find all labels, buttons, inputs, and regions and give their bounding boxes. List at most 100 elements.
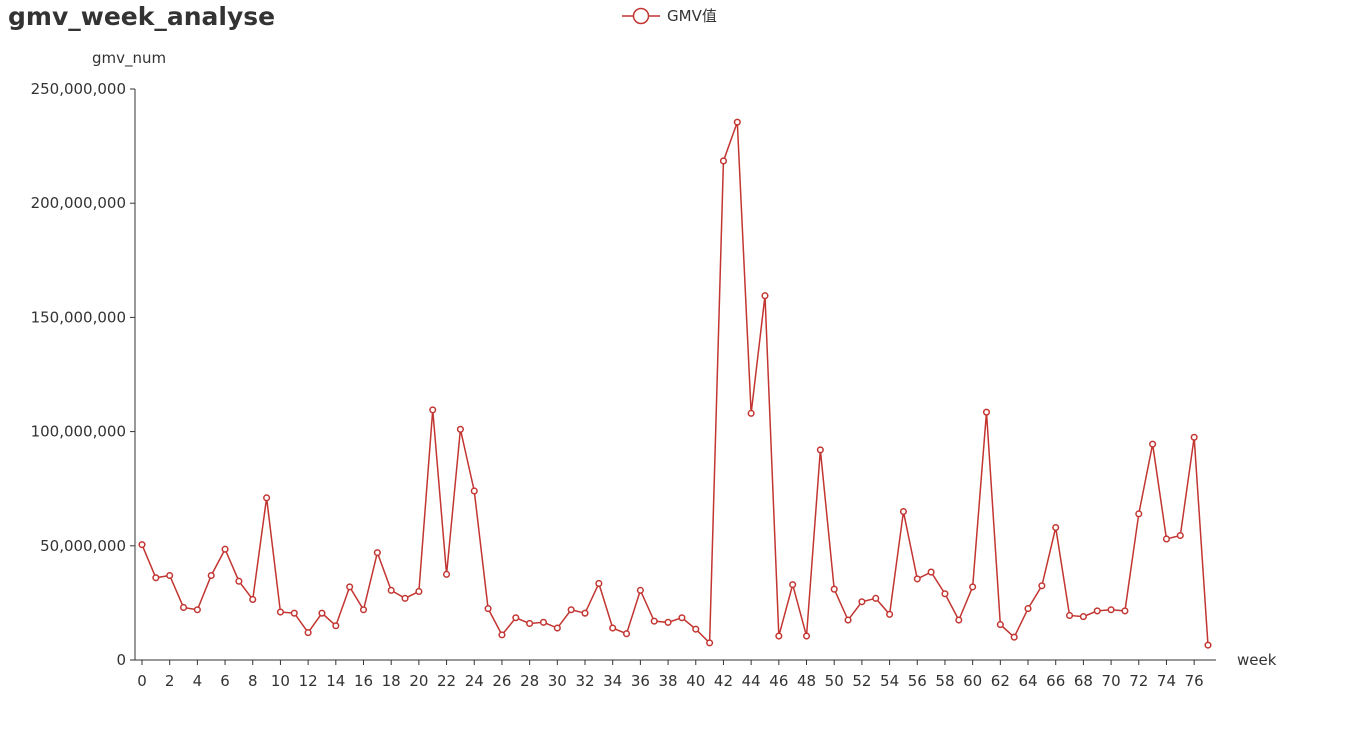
data-point[interactable] [595, 579, 603, 588]
data-point[interactable] [387, 586, 395, 594]
data-point[interactable] [346, 583, 354, 591]
y-tick-label: 150,000,000 [31, 308, 126, 326]
data-point[interactable] [1038, 582, 1046, 590]
data-point[interactable] [1121, 607, 1129, 615]
data-point[interactable] [927, 568, 935, 576]
y-tick-label: 50,000,000 [40, 537, 126, 555]
data-point[interactable] [1010, 633, 1018, 641]
data-point[interactable] [263, 494, 271, 502]
data-point[interactable] [1024, 605, 1032, 613]
data-point[interactable] [1079, 613, 1087, 621]
data-point[interactable] [401, 594, 409, 602]
data-point[interactable] [179, 603, 188, 612]
data-point[interactable] [221, 545, 229, 553]
data-point[interactable] [290, 609, 298, 617]
data-point[interactable] [332, 622, 340, 630]
data-point[interactable] [249, 595, 257, 604]
data-point[interactable] [318, 609, 326, 617]
data-point[interactable] [152, 574, 160, 582]
x-tick-label: 56 [908, 672, 927, 690]
data-point[interactable] [761, 292, 769, 300]
data-point[interactable] [359, 606, 368, 614]
x-tick-label: 74 [1157, 672, 1176, 690]
data-point[interactable] [553, 624, 561, 632]
data-point[interactable] [567, 606, 575, 614]
data-point[interactable] [1204, 641, 1212, 649]
data-point[interactable] [830, 585, 838, 593]
data-point[interactable] [138, 541, 146, 549]
data-point[interactable] [539, 618, 548, 626]
data-point[interactable] [415, 587, 423, 596]
chart-title: gmv_week_analyse [8, 2, 276, 31]
x-tick-label: 6 [220, 672, 230, 690]
data-point[interactable] [858, 598, 866, 606]
x-tick-label: 50 [825, 672, 844, 690]
data-point[interactable] [1066, 611, 1074, 620]
y-tick-label: 250,000,000 [31, 80, 126, 98]
x-tick-label: 60 [963, 672, 982, 690]
x-tick-label: 76 [1185, 672, 1204, 690]
x-tick-label: 36 [631, 672, 650, 690]
data-point[interactable] [456, 425, 464, 433]
x-tick-label: 16 [354, 672, 373, 690]
data-point[interactable] [996, 621, 1004, 629]
data-point[interactable] [747, 409, 755, 417]
data-point[interactable] [692, 625, 700, 633]
data-point[interactable] [1052, 523, 1060, 532]
x-tick-label: 44 [742, 672, 761, 690]
data-point[interactable] [609, 624, 617, 632]
data-point[interactable] [678, 614, 686, 622]
data-point[interactable] [235, 577, 243, 585]
data-point[interactable] [470, 487, 478, 495]
data-point[interactable] [899, 507, 907, 516]
data-point[interactable] [969, 583, 977, 591]
data-point[interactable] [650, 617, 658, 625]
data-point[interactable] [429, 406, 437, 414]
data-point[interactable] [941, 590, 949, 598]
series-line-gmv [141, 121, 1209, 646]
data-point[interactable] [373, 549, 381, 557]
legend[interactable]: GMV值 [622, 7, 717, 25]
data-point[interactable] [955, 616, 963, 624]
data-point[interactable] [706, 639, 714, 647]
x-tick-label: 18 [382, 672, 401, 690]
data-point[interactable] [733, 118, 741, 126]
data-point[interactable] [484, 605, 492, 613]
data-point[interactable] [664, 618, 672, 626]
x-tick-label: 10 [271, 672, 290, 690]
data-point[interactable] [913, 575, 921, 583]
data-point[interactable] [816, 446, 824, 454]
data-point[interactable] [886, 610, 894, 618]
x-tick-label: 34 [603, 672, 622, 690]
data-point[interactable] [982, 408, 991, 416]
data-point[interactable] [775, 632, 783, 640]
data-point[interactable] [1162, 535, 1171, 543]
data-point[interactable] [498, 631, 506, 639]
data-point[interactable] [1093, 607, 1101, 615]
data-point[interactable] [166, 571, 174, 580]
data-point[interactable] [581, 609, 589, 617]
data-point[interactable] [1149, 440, 1157, 448]
data-point[interactable] [512, 614, 520, 622]
data-point[interactable] [276, 608, 284, 616]
data-point[interactable] [207, 571, 215, 580]
x-tick-label: 64 [1018, 672, 1037, 690]
legend-label: GMV值 [667, 7, 717, 25]
data-point[interactable] [636, 586, 644, 594]
data-point[interactable] [622, 630, 631, 638]
data-point[interactable] [1190, 433, 1198, 441]
data-point[interactable] [526, 619, 534, 628]
data-point[interactable] [802, 632, 811, 640]
data-point[interactable] [193, 606, 201, 614]
data-point[interactable] [789, 581, 797, 589]
data-point[interactable] [1176, 531, 1184, 540]
data-point[interactable] [844, 616, 852, 624]
x-tick-label: 28 [520, 672, 539, 690]
data-point[interactable] [1135, 510, 1143, 518]
data-point[interactable] [872, 594, 880, 602]
data-point[interactable] [304, 629, 312, 637]
y-axis-ticks: 0 50,000,000 100,000,000 150,000,000 200,000… [31, 80, 135, 669]
data-point[interactable] [443, 570, 451, 578]
data-point[interactable] [1107, 606, 1115, 614]
data-point[interactable] [719, 157, 728, 165]
